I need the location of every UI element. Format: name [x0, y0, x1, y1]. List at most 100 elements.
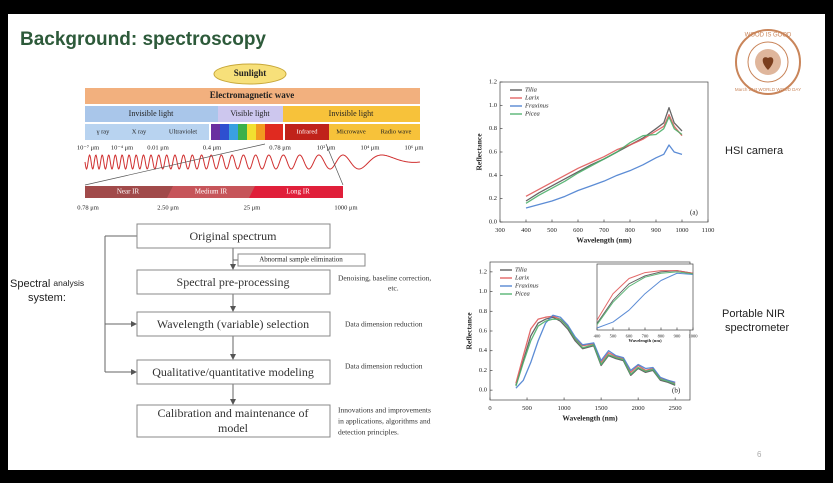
flow-note: Denoising, baseline correction,	[338, 274, 431, 283]
x-tick-label: 1500	[595, 405, 608, 412]
legend-label: Tilia	[525, 86, 537, 93]
series-line	[515, 314, 676, 389]
side-label: Spectral analysis system:	[10, 278, 84, 304]
y-axis-label: Reflectance	[465, 312, 474, 350]
x-tick-label: 900	[651, 227, 661, 234]
logo: WOOD IS GOOD March 21st WORLD WOOD DAY	[735, 29, 801, 95]
y-tick-label: 0.4	[479, 347, 488, 354]
y-tick-label: 1.2	[489, 78, 497, 85]
flow-note: Data dimension reduction	[345, 362, 423, 371]
x-axis-label: Wavelength (nm)	[628, 338, 662, 343]
x-tick-label: 500	[610, 334, 618, 339]
side-label-word: analysis	[53, 278, 84, 288]
group-label: Invisible light	[129, 109, 174, 118]
series-line	[596, 270, 694, 321]
y-tick-label: 0.6	[479, 327, 488, 334]
y-tick-label: 0.4	[489, 172, 498, 179]
series-line	[525, 116, 683, 204]
legend-label: Picea	[524, 110, 540, 117]
x-tick-label: 400	[521, 227, 531, 234]
y-tick-label: 1.2	[479, 268, 487, 275]
side-label-text: system:	[28, 292, 66, 304]
ir-band-label: Near IR	[117, 188, 140, 196]
flowchart: Original spectrum Abnormal sample elimin…	[104, 223, 431, 438]
region-label: X ray	[132, 128, 147, 135]
x-tick-label: 0	[488, 405, 491, 412]
region-label: Infrared	[297, 128, 319, 135]
series-line	[596, 271, 694, 326]
x-axis-label: Wavelength (nm)	[576, 236, 632, 245]
legend-label: Larix	[524, 94, 539, 101]
panel-label: (a)	[690, 209, 698, 217]
x-tick-label: 300	[495, 227, 505, 234]
panel-label: (b)	[672, 387, 681, 395]
x-tick-label: 700	[642, 334, 650, 339]
scale-label: 10⁻⁷ μm	[77, 144, 99, 151]
flow-step-text: Qualitative/quantitative modeling	[152, 365, 314, 379]
flow-step	[136, 269, 331, 295]
x-tick-label: 900	[674, 334, 682, 339]
flow-step	[136, 223, 331, 249]
group-label: Visible light	[230, 109, 270, 118]
legend-label: Tilia	[515, 266, 527, 273]
flow-sub-step-text: Abnormal sample elimination	[259, 256, 343, 264]
wave	[84, 154, 421, 171]
x-tick-label: 600	[573, 227, 583, 234]
legend-label: Fraxinus	[524, 102, 549, 109]
y-tick-label: 0.0	[489, 218, 497, 225]
legend-label: Picea	[514, 290, 530, 297]
scale-label: 0.78 μm	[269, 144, 291, 151]
ir-scale-label: 2.50 μm	[157, 204, 179, 211]
device-label: HSI camera	[725, 145, 784, 157]
logo-text: March 21st WORLD WOOD DAY	[735, 87, 801, 92]
x-tick-label: 1100	[702, 227, 715, 234]
region-label: Ultraviolet	[169, 128, 197, 135]
flow-note: detection principles.	[338, 428, 399, 437]
y-tick-label: 0.2	[479, 367, 487, 374]
y-tick-label: 1.0	[489, 102, 497, 109]
scale-label: 10⁴ μm	[361, 144, 380, 151]
y-axis-label: Reflectance	[475, 133, 484, 171]
x-tick-label: 500	[522, 405, 532, 412]
legend-label: Larix	[514, 274, 529, 281]
flow-step-text: Calibration and maintenance of	[158, 406, 309, 420]
band-label: Electromagnetic wave	[210, 90, 295, 100]
x-tick-label: 600	[626, 334, 634, 339]
y-tick-label: 1.0	[479, 288, 487, 295]
device-label: spectrometer	[725, 322, 790, 334]
region-label: γ ray	[96, 128, 111, 135]
flow-note: etc.	[388, 284, 399, 293]
x-tick-label: 500	[547, 227, 557, 234]
legend-label: Fraxinus	[514, 282, 539, 289]
plot-area	[499, 81, 709, 223]
x-tick-label: 2000	[632, 405, 645, 412]
flow-note: in applications, algorithms and	[338, 417, 431, 426]
flow-sub-step	[237, 253, 366, 267]
series-line	[515, 318, 676, 387]
flow-step-text: model	[218, 421, 249, 435]
scale-label: 0.4 μm	[203, 144, 221, 151]
side-label-word: Spectral	[10, 278, 50, 290]
page-number: 6	[757, 450, 762, 459]
plot-area	[596, 263, 694, 331]
series-line	[525, 114, 683, 197]
spectrum-diagram: Sunlight Electromagnetic wave Invisible …	[77, 63, 423, 211]
ir-scale-label: 0.78 μm	[77, 204, 99, 211]
x-tick-label: 700	[599, 227, 609, 234]
flow-step-text: Original spectrum	[190, 229, 278, 243]
series-line	[525, 144, 683, 209]
scale-label: 0.01 μm	[147, 144, 169, 151]
flow-note: Data dimension reduction	[345, 320, 423, 329]
group-label: Invisible light	[329, 109, 374, 118]
x-tick-label: 1000	[676, 227, 689, 234]
x-axis-label: Wavelength (nm)	[562, 414, 618, 423]
y-tick-label: 0.8	[489, 125, 497, 132]
flow-note: Innovations and improvements	[338, 406, 431, 415]
y-tick-label: 0.2	[489, 195, 497, 202]
region-label: Radio wave	[381, 128, 412, 135]
series-line	[596, 272, 694, 329]
flow-step-text: Wavelength (variable) selection	[157, 317, 309, 331]
y-tick-label: 0.0	[479, 387, 487, 394]
slide-title: Background: spectroscopy	[20, 29, 266, 50]
